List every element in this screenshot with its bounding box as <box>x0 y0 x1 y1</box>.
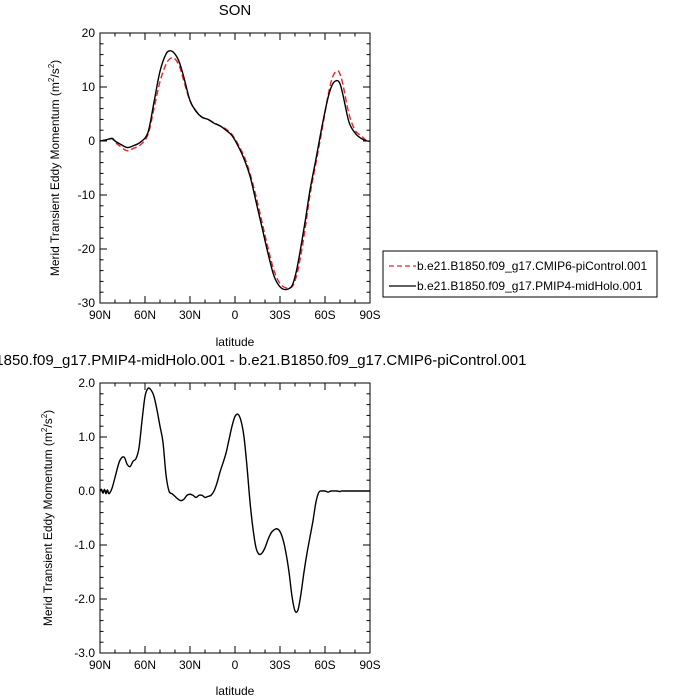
top-x-tick-label: 90N <box>89 308 111 322</box>
top-axis-ticks: 90N 60N 30N 0 30S 60S 90S -30 -20 -10 0 10 20 <box>78 26 381 322</box>
top-x-tick-label: 60N <box>134 308 156 322</box>
bottom-x-tick-label: 30S <box>269 658 290 672</box>
top-y-label-sup2: 2 <box>47 63 56 68</box>
legend: b.e21.B1850.f09_g17.CMIP6-piControl.001 … <box>382 250 658 298</box>
bottom-x-tick-label: 60N <box>134 658 156 672</box>
top-y-label-main: Merid Transient Eddy Momentum (m <box>48 82 62 276</box>
top-x-axis-label: latitude <box>216 335 255 349</box>
bottom-x-tick-label: 90N <box>89 658 111 672</box>
top-series-line-0 <box>99 57 371 289</box>
bottom-panel: b.e21.B1850.f09_g17.PMIP4-midHolo.001 - … <box>0 352 526 698</box>
bottom-y-tick-label: -3.0 <box>74 646 95 660</box>
top-y-label-mid: /s <box>48 68 62 77</box>
bottom-plot-frame <box>99 382 371 654</box>
bottom-x-tick-label: 30N <box>179 658 201 672</box>
bottom-x-tick-label: 60S <box>314 658 335 672</box>
bottom-y-label-sup: 2 <box>40 427 49 432</box>
top-chart-title: SON <box>219 2 252 19</box>
bottom-y-label-mid: /s <box>41 418 55 427</box>
top-y-tick-label: 20 <box>82 26 96 40</box>
top-y-tick-label: -20 <box>78 242 96 256</box>
bottom-series-line-0 <box>99 387 370 613</box>
legend-box <box>382 250 658 298</box>
top-y-tick-label: -30 <box>78 296 96 310</box>
legend-label-midholo: b.e21.B1850.f09_g17.PMIP4-midHolo.001 <box>417 279 643 293</box>
top-y-label-sup: 2 <box>47 77 56 82</box>
bottom-y-tick-label: 0.0 <box>78 484 95 498</box>
bottom-y-tick-label: 2.0 <box>78 376 95 390</box>
top-y-tick-label: 10 <box>82 80 96 94</box>
top-y-tick-label: -10 <box>78 188 96 202</box>
top-x-tick-label: 60S <box>314 308 335 322</box>
bottom-axis-ticks: 90N 60N 30N 0 30S 60S 90S -3.0 -2.0 -1.0 0.0 1.0 2.0 <box>74 376 380 672</box>
top-y-tick-label: 0 <box>88 134 95 148</box>
legend-label-picontrol: b.e21.B1850.f09_g17.CMIP6-piControl.001 <box>417 259 647 273</box>
bottom-x-tick-label: 0 <box>232 658 239 672</box>
bottom-x-axis-label: latitude <box>216 684 255 698</box>
top-plot-frame <box>99 32 371 304</box>
bottom-chart-title: b.e21.B1850.f09_g17.PMIP4-midHolo.001 - … <box>0 352 526 369</box>
bottom-y-label-end: ) <box>41 410 55 414</box>
top-y-axis-label: Merid Transient Eddy Momentum (m2/s2) <box>47 60 62 276</box>
top-series-lines <box>99 50 371 291</box>
top-series-line-1 <box>99 50 371 291</box>
bottom-y-label-main: Merid Transient Eddy Momentum (m <box>41 432 55 626</box>
bottom-y-tick-label: -1.0 <box>74 538 95 552</box>
bottom-y-axis-label: Merid Transient Eddy Momentum (m2/s2) <box>40 410 55 626</box>
bottom-y-label-sup2: 2 <box>40 413 49 418</box>
top-x-tick-label: 30N <box>179 308 201 322</box>
top-x-tick-label: 0 <box>232 308 239 322</box>
bottom-x-tick-label: 90S <box>359 658 380 672</box>
bottom-y-tick-label: 1.0 <box>78 430 95 444</box>
bottom-series-lines <box>99 387 370 613</box>
top-y-label-end: ) <box>48 60 62 64</box>
bottom-y-tick-label: -2.0 <box>74 592 95 606</box>
top-x-tick-label: 90S <box>359 308 380 322</box>
top-x-tick-label: 30S <box>269 308 290 322</box>
top-panel: SON 90N 60N 30N 0 30S 60S 90S -30 -20 -10 0 10 20 la… <box>47 2 658 349</box>
